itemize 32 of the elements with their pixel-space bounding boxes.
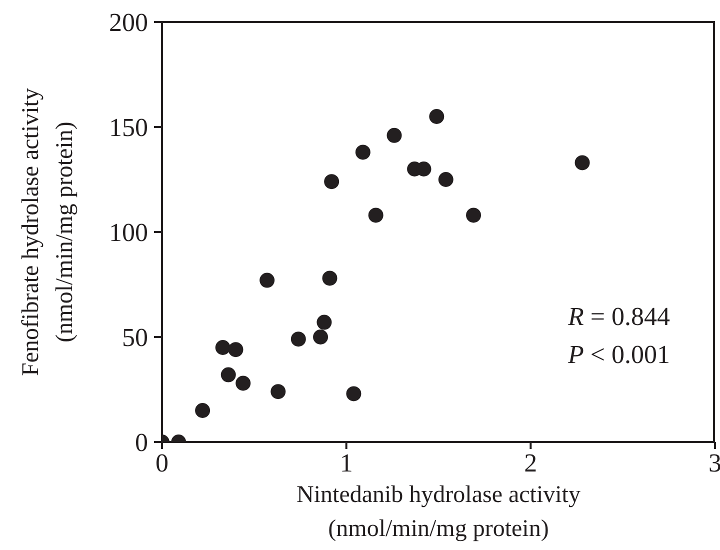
y-tick-label: 0: [135, 428, 148, 458]
point: [236, 376, 251, 391]
point: [574, 155, 590, 170]
annotation: R = 0.844: [568, 302, 670, 331]
point: [260, 272, 275, 288]
y-tick-label: 50: [122, 323, 148, 352]
point: [290, 332, 306, 347]
point: [195, 403, 210, 418]
annotation: P < 0.001: [568, 340, 670, 369]
point: [438, 172, 454, 187]
y-axis-title: Fenofibrate hydrolase activity (nmol/min/mg protein): [18, 88, 78, 376]
point: [228, 342, 244, 358]
x-tick-label: 0: [156, 448, 168, 478]
y-tick-label: 100: [109, 218, 148, 248]
x-axis-title: Nintedanib hydrolase activity (nmol/min/mg protein): [296, 482, 580, 542]
point: [346, 386, 362, 402]
point: [466, 208, 482, 223]
y-tick-label: 200: [109, 8, 148, 38]
x-tick-label: 1: [340, 448, 353, 478]
point: [313, 330, 328, 344]
point: [215, 340, 230, 355]
point: [355, 144, 370, 160]
point: [270, 384, 286, 400]
point: [322, 270, 338, 286]
point: [324, 174, 340, 190]
point: [429, 109, 444, 124]
point: [368, 208, 384, 223]
point: [316, 314, 332, 330]
x-tick-label: 2: [524, 448, 538, 478]
point: [220, 367, 236, 382]
point: [386, 128, 402, 143]
y-tick-label: 150: [109, 113, 148, 142]
